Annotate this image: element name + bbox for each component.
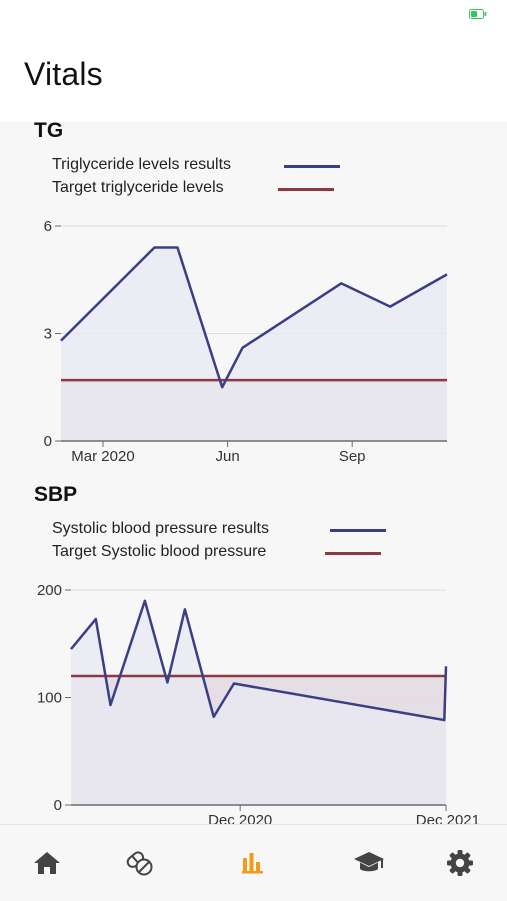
bar-chart-icon [241, 851, 265, 875]
tg-chart: 0 3 6 Mar 2020 Jun Sep [0, 210, 507, 470]
home-icon [33, 850, 61, 876]
y-tick-label: 3 [44, 326, 52, 343]
graduation-cap-icon [353, 850, 385, 876]
y-tick-label: 6 [44, 218, 52, 235]
nav-vitals[interactable] [233, 843, 273, 883]
y-tick-label: 100 [37, 690, 62, 707]
tg-section-title: TG [34, 119, 63, 143]
sbp-legend-target: Target Systolic blood pressure [52, 543, 432, 565]
nav-home[interactable] [27, 843, 67, 883]
legend-swatch-results [330, 529, 386, 532]
nav-settings[interactable] [440, 843, 480, 883]
tg-legend-results: Triglyceride levels results [52, 156, 432, 178]
x-tick-label: Sep [339, 448, 366, 465]
legend-label: Triglyceride levels results [52, 156, 231, 174]
tg-legend-target: Target triglyceride levels [52, 179, 432, 201]
y-tick-label: 0 [54, 797, 62, 814]
x-tick-label: Jun [215, 448, 239, 465]
status-bar [0, 0, 507, 34]
app-header: Vitals [0, 34, 507, 122]
legend-label: Target Systolic blood pressure [52, 543, 266, 561]
legend-swatch-results [284, 165, 340, 168]
bottom-nav [0, 824, 507, 901]
nav-medications[interactable] [119, 843, 159, 883]
legend-swatch-target [278, 188, 334, 191]
legend-label: Target triglyceride levels [52, 179, 224, 197]
sbp-section-title: SBP [34, 483, 77, 507]
x-tick-label: Mar 2020 [71, 448, 134, 465]
series-area-results [61, 248, 447, 442]
legend-label: Systolic blood pressure results [52, 520, 269, 538]
battery-icon [469, 9, 487, 19]
nav-education[interactable] [349, 843, 389, 883]
pills-icon [124, 849, 154, 877]
y-tick-label: 0 [44, 433, 52, 450]
gear-icon [446, 849, 474, 877]
legend-swatch-target [325, 552, 381, 555]
sbp-legend-results: Systolic blood pressure results [52, 520, 432, 542]
y-tick-label: 200 [37, 582, 62, 599]
page-title: Vitals [24, 56, 103, 93]
